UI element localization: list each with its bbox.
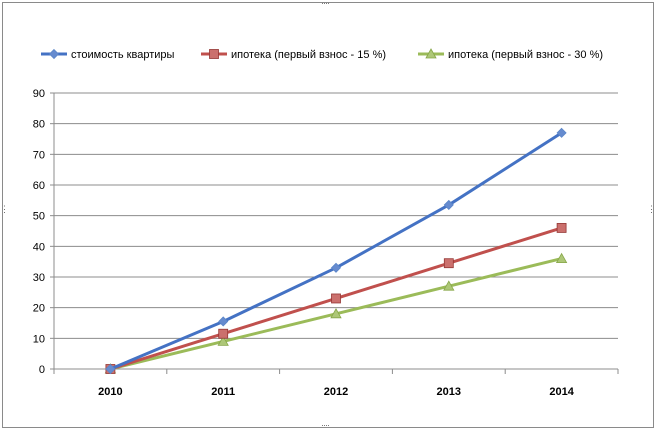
- y-tick-label-0: 0: [39, 364, 45, 376]
- legend-label-3: ипотека (первый взнос - 30 %): [448, 49, 603, 61]
- y-tick-label-60: 60: [33, 180, 45, 192]
- data-point-2-2011: [218, 328, 229, 339]
- legend-item-1: стоимость квартиры: [41, 48, 175, 61]
- x-tick-label-2013: 2013: [437, 386, 461, 398]
- x-axis-ticks: 2010 2011 2012 2013 2014: [53, 369, 619, 398]
- data-point-3-2013: [443, 280, 455, 291]
- resize-handle-bottom[interactable]: ····: [321, 420, 330, 430]
- series-line-1: [108, 131, 564, 371]
- y-tick-label-40: 40: [33, 241, 45, 253]
- legend-label-1: стоимость квартиры: [71, 49, 175, 61]
- legend: стоимость квартиры ипотека (первый взнос …: [41, 48, 603, 61]
- resize-handle-right[interactable]: ⋮: [647, 204, 656, 214]
- y-tick-label-30: 30: [33, 272, 45, 284]
- data-point-3-2011: [217, 335, 229, 346]
- x-tick-label-2010: 2010: [98, 386, 122, 398]
- legend-marker: [48, 48, 60, 60]
- data-point-1-2011: [218, 316, 229, 327]
- legend-marker: [425, 48, 437, 59]
- y-tick-label-20: 20: [33, 303, 45, 315]
- y-tick-label-90: 90: [33, 88, 45, 100]
- x-tick-label-2011: 2011: [211, 386, 235, 398]
- data-point-3-2014: [555, 252, 568, 264]
- y-tick-label-10: 10: [33, 333, 45, 345]
- y-tick-label-70: 70: [33, 149, 45, 161]
- gridlines: [54, 92, 618, 339]
- x-tick-label-2014: 2014: [549, 386, 574, 398]
- legend-item-2: ипотека (первый взнос - 15 %): [201, 49, 386, 61]
- data-point-2-2014: [556, 223, 567, 233]
- y-axis-ticks: 0 10 20 30 40 50 60 70 80 90: [33, 88, 54, 376]
- legend-label-2: ипотека (первый взнос - 15 %): [231, 49, 386, 61]
- series-group: [104, 127, 568, 375]
- y-tick-label-80: 80: [33, 119, 45, 131]
- data-point-1-2010: [105, 363, 116, 375]
- data-point-3-2012: [330, 307, 342, 319]
- resize-handle-left[interactable]: ⋮: [0, 204, 9, 214]
- series-1: [105, 127, 567, 375]
- data-point-2-2013: [443, 258, 454, 269]
- legend-item-3: ипотека (первый взнос - 30 %): [418, 48, 603, 61]
- data-point-1-2012: [330, 262, 342, 273]
- data-point-1-2014: [556, 127, 567, 138]
- axes: [53, 93, 618, 370]
- legend-marker: [209, 49, 219, 59]
- data-point-2-2012: [331, 293, 341, 304]
- data-point-1-2013: [443, 199, 454, 210]
- resize-handle-top[interactable]: ····: [321, 0, 330, 8]
- y-tick-label-50: 50: [33, 211, 45, 223]
- x-tick-label-2012: 2012: [324, 386, 348, 398]
